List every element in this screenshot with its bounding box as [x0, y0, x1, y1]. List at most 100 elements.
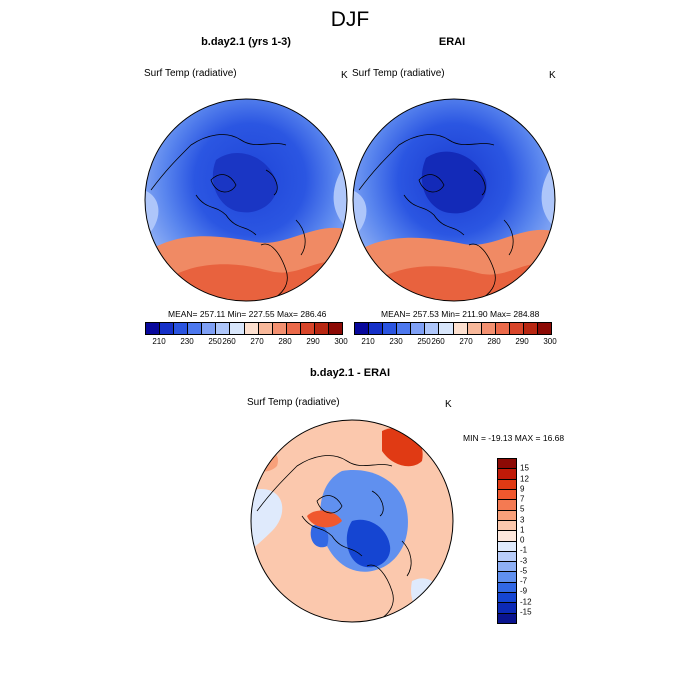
colorbar-main-left-label: 250 — [208, 337, 222, 346]
colorbar-difference-swatch — [498, 520, 516, 532]
cold-anomaly-core — [346, 519, 391, 568]
colorbar-difference-label: -9 — [520, 586, 528, 596]
colorbar-main-right-label: 300 — [543, 337, 557, 346]
colorbar-difference-swatch — [498, 613, 516, 623]
colorbar-difference-label: 1 — [520, 525, 525, 535]
cold-core — [212, 152, 277, 213]
colorbar-main-left-label: 260 — [222, 337, 236, 346]
colorbar-main-right-label: 280 — [487, 337, 501, 346]
colorbar-difference-label: 12 — [520, 474, 529, 483]
colorbar-main-left-swatch — [300, 323, 315, 334]
stats-obs: MEAN= 257.53 Min= 211.90 Max= 284.88 — [381, 309, 540, 319]
colorbar-difference-swatch — [498, 593, 516, 604]
colorbar-main-left-label: 270 — [250, 337, 264, 346]
colorbar-difference-label: -7 — [520, 576, 528, 586]
coastlines-diff — [256, 455, 412, 622]
colorbar-main-right-swatch — [439, 323, 454, 334]
colorbar-difference-label: 5 — [520, 504, 525, 514]
stats-diff: MIN = -19.13 MAX = 16.68 — [463, 433, 565, 443]
colorbar-difference-label: 3 — [520, 515, 525, 524]
colorbar-main-left-swatch — [160, 323, 175, 334]
polar-map-difference — [250, 419, 454, 623]
colorbar-main-left-label: 210 — [152, 337, 166, 346]
colorbar-main-right-swatch — [369, 323, 384, 334]
colorbar-main-right-swatch — [509, 323, 524, 334]
colorbar-main-left-labels: 210 230 250 260 270 280 290 300 — [145, 337, 347, 349]
colorbar-main-right-swatch — [495, 323, 510, 334]
colorbar-main-left-swatch — [314, 323, 330, 334]
figure-title: DJF — [330, 8, 370, 31]
colorbar-difference-swatch — [498, 510, 516, 521]
panel-title-diff: b.day2.1 - ERAI — [309, 367, 391, 379]
variable-label-obs: Surf Temp (radiative) — [352, 68, 445, 79]
polar-map-model — [144, 98, 348, 302]
colorbar-main-right-label: 250 — [417, 337, 431, 346]
colorbar-main-right-swatch — [467, 323, 482, 334]
colorbar-difference-label: -5 — [520, 566, 528, 576]
colorbar-difference-swatch — [498, 541, 516, 552]
units-label-obs: K — [549, 70, 556, 81]
colorbar-difference-swatch — [498, 582, 516, 594]
colorbar-difference-swatch — [498, 562, 516, 573]
colorbar-main-right-label: 290 — [515, 337, 529, 346]
colorbar-main-right-swatch — [425, 323, 440, 334]
colorbar-difference-label: -1 — [520, 545, 528, 555]
coastlines-model — [150, 134, 306, 301]
colorbar-main-right-label: 210 — [361, 337, 375, 346]
colorbar-main-right-swatch — [481, 323, 496, 334]
colorbar-main-right-swatch — [538, 323, 552, 334]
colorbar-difference-swatch — [498, 479, 516, 490]
colorbar-main-left-swatch — [146, 323, 161, 334]
colorbar-main-left-label: 230 — [180, 337, 194, 346]
colorbar-main-right-label: 230 — [389, 337, 403, 346]
colorbar-main-left-swatch — [230, 323, 245, 334]
units-label-diff: K — [445, 399, 452, 410]
colorbar-main-left-label: 280 — [278, 337, 292, 346]
colorbar-difference-labels: 15 12 9 7 5 3 1 0 -1 -3 -5 -7 -9 -12 -15 — [520, 458, 550, 622]
colorbar-main-left-swatch — [216, 323, 231, 334]
colorbar-main-right-swatch — [411, 323, 426, 334]
colorbar-difference-label: -15 — [520, 607, 532, 617]
colorbar-difference-label: 9 — [520, 484, 525, 494]
colorbar-main-right-label: 260 — [431, 337, 445, 346]
coastlines-obs — [358, 134, 514, 301]
colorbar-difference-swatch — [498, 489, 516, 501]
colorbar-main-right-swatch — [523, 323, 539, 334]
colorbar-main-left-swatch — [244, 323, 259, 334]
panel-title-obs: ERAI — [438, 36, 466, 48]
colorbar-difference-swatch — [498, 551, 516, 563]
colorbar-main-right-label: 270 — [459, 337, 473, 346]
colorbar-difference-label: 0 — [520, 535, 525, 545]
colorbar-main-left-swatch — [188, 323, 203, 334]
colorbar-difference-swatch — [498, 459, 516, 470]
colorbar-main-left-label: 300 — [334, 337, 348, 346]
colorbar-main-left-swatch — [258, 323, 273, 334]
neutral-patches — [251, 489, 283, 551]
colorbar-difference-label: 7 — [520, 494, 525, 504]
colorbar-main-right-swatch — [397, 323, 412, 334]
colorbar-difference-label: 15 — [520, 463, 529, 473]
colorbar-difference-swatch — [498, 572, 516, 583]
colorbar-main-right — [354, 322, 552, 335]
colorbar-difference-label: -12 — [520, 597, 532, 606]
panel-title-model: b.day2.1 (yrs 1-3) — [201, 36, 291, 48]
colorbar-main-left-swatch — [202, 323, 217, 334]
colorbar-difference — [497, 458, 517, 624]
stats-model: MEAN= 257.11 Min= 227.55 Max= 286.46 — [168, 309, 327, 319]
polar-map-obs — [352, 98, 556, 302]
units-label-model: K — [341, 70, 348, 81]
colorbar-difference-swatch — [498, 469, 516, 480]
colorbar-main-right-labels: 210 230 250 260 270 280 290 300 — [354, 337, 556, 349]
colorbar-main-right-swatch — [453, 323, 468, 334]
colorbar-main-left-swatch — [272, 323, 287, 334]
variable-label-diff: Surf Temp (radiative) — [247, 397, 340, 408]
variable-label-model: Surf Temp (radiative) — [144, 68, 237, 79]
colorbar-main-right-swatch — [383, 323, 398, 334]
colorbar-main-right-swatch — [355, 323, 370, 334]
colorbar-difference-swatch — [498, 603, 516, 614]
colorbar-main-left — [145, 322, 343, 335]
colorbar-main-left-swatch — [286, 323, 301, 334]
colorbar-main-left-label: 290 — [306, 337, 320, 346]
colorbar-main-left-swatch — [329, 323, 343, 334]
colorbar-difference-swatch — [498, 500, 516, 511]
